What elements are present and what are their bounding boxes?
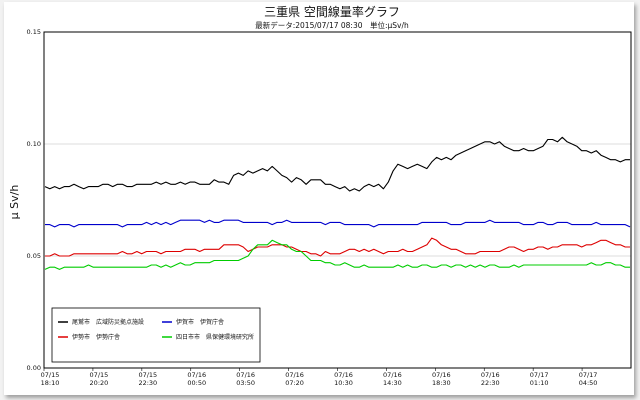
x-tick-time: 22:30	[481, 379, 500, 387]
y-axis-label: μ Sv/h	[8, 185, 21, 220]
legend-label: 四日市市 県保健環境研究所	[176, 333, 254, 341]
x-tick-date: 07/16	[285, 371, 304, 379]
x-tick-date: 07/16	[187, 371, 206, 379]
y-tick-label: 0.10	[27, 140, 41, 148]
x-tick-time: 22:30	[138, 379, 157, 387]
x-tick-date: 07/16	[236, 371, 255, 379]
y-tick-label: 0.00	[27, 364, 41, 372]
legend-box	[51, 307, 261, 363]
radiation-chart: 三重県 空間線量率グラフ 最新データ:2015/07/17 08:30 単位:μ…	[8, 4, 632, 387]
series-line-0	[44, 136, 630, 192]
legend-label: 伊勢市 伊勢庁舎	[72, 333, 120, 341]
x-tick-time: 14:30	[383, 379, 402, 387]
legend-label: 伊賀市 伊賀庁舎	[176, 318, 224, 326]
x-tick-date: 07/15	[90, 371, 109, 379]
series-line-1	[45, 237, 630, 257]
x-tick-time: 18:10	[41, 379, 60, 387]
y-tick-label: 0.05	[27, 252, 41, 260]
x-tick-time: 04:50	[579, 379, 598, 387]
x-tick-time: 03:50	[236, 379, 255, 387]
x-tick-time: 18:30	[432, 379, 451, 387]
x-tick-date: 07/16	[383, 371, 402, 379]
x-tick-date: 07/15	[41, 371, 60, 379]
x-tick-date: 07/17	[579, 371, 598, 379]
x-tick-date: 07/16	[481, 371, 500, 379]
y-tick-label: 0.15	[27, 28, 41, 36]
x-tick-date: 07/15	[138, 371, 157, 379]
series-line-3	[44, 239, 630, 270]
x-tick-time: 00:50	[187, 379, 206, 387]
series-line-2	[45, 219, 631, 228]
x-tick-time: 01:10	[530, 379, 549, 387]
x-tick-date: 07/16	[334, 371, 353, 379]
chart-subtitle: 最新データ:2015/07/17 08:30 単位:μSv/h	[255, 20, 409, 30]
legend-label: 尾鷲市 広域防災拠点施設	[72, 318, 144, 326]
chart-title: 三重県 空間線量率グラフ	[264, 4, 400, 19]
series-lines	[44, 136, 631, 270]
x-tick-date: 07/16	[432, 371, 451, 379]
chart-paper: 三重県 空間線量率グラフ 最新データ:2015/07/17 08:30 単位:μ…	[4, 2, 634, 395]
x-tick-time: 10:30	[334, 379, 353, 387]
x-tick-date: 07/17	[530, 371, 549, 379]
axis-ticks: 0.000.050.100.1507/1518:1007/1520:2007/1…	[27, 28, 598, 387]
x-tick-time: 20:20	[90, 379, 109, 387]
x-tick-time: 07:20	[285, 379, 304, 387]
